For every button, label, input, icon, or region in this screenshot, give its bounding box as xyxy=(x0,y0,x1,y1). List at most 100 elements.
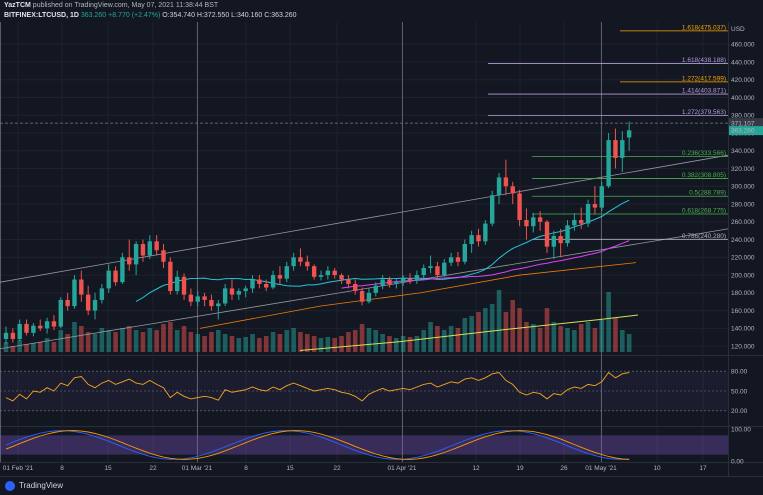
publish-info: YazTCM published on TradingView.com, May… xyxy=(4,1,218,10)
symbol-label[interactable]: BITFINEX:LTCUSD, 1D xyxy=(4,12,79,19)
candle-body xyxy=(44,321,50,329)
volume-bar xyxy=(483,308,488,352)
candle-body xyxy=(250,279,255,289)
volume-bar xyxy=(58,330,64,352)
candle-body xyxy=(524,220,529,227)
price-tick-label: 400.000 xyxy=(731,95,755,102)
time-axis-label: 15 xyxy=(286,465,294,472)
volume-bar xyxy=(174,330,180,352)
stoch-axis-label: 0.00 xyxy=(731,458,744,465)
volume-bar xyxy=(188,332,194,352)
price-tick-label: 160.000 xyxy=(731,308,755,315)
time-axis-label: 19 xyxy=(516,465,524,472)
volume-bar xyxy=(606,292,611,352)
candle-body xyxy=(572,220,577,226)
author-name[interactable]: YazTCM xyxy=(4,2,31,9)
volume-bar xyxy=(202,336,207,352)
volume-bar xyxy=(168,322,173,352)
candle-body xyxy=(127,257,132,265)
candle-body xyxy=(311,266,317,277)
stoch-k-line xyxy=(5,430,630,460)
volume-bar xyxy=(400,336,406,352)
candle-body xyxy=(305,261,310,267)
rsi-line xyxy=(5,371,630,402)
ohlc-values: O:354.740 H:372.550 L:340.160 C:363.260 xyxy=(162,12,297,19)
candle-body xyxy=(161,250,166,262)
candle-body xyxy=(202,296,207,300)
candle-body xyxy=(270,275,276,288)
volume-bar xyxy=(236,338,242,352)
volume-bar xyxy=(572,330,577,352)
candle-body xyxy=(421,267,426,276)
volume-bar xyxy=(270,332,276,352)
time-axis-label: 8 xyxy=(60,465,64,472)
volume-bar xyxy=(291,328,296,352)
time-axis-label: 26 xyxy=(560,465,568,472)
published-text: published on TradingView.com, May 07, 20… xyxy=(32,2,219,9)
ma-200-line xyxy=(199,262,637,329)
tradingview-brand[interactable]: TradingView xyxy=(19,481,64,490)
volume-bar xyxy=(544,308,550,352)
candle-body xyxy=(17,323,22,340)
candle-body xyxy=(51,321,57,327)
volume-bar xyxy=(613,318,618,352)
candle-body xyxy=(291,257,296,267)
price-tick-label: 380.000 xyxy=(731,113,755,120)
fib-level-label: 1.618(438.188) xyxy=(682,57,726,64)
price-tick-label: 340.000 xyxy=(731,148,755,155)
crosshair-price-label: 371.107 xyxy=(731,120,755,127)
candle-body xyxy=(284,266,289,279)
candle-body xyxy=(3,332,9,340)
volume-bar xyxy=(626,334,632,352)
time-axis-label: 8 xyxy=(244,465,248,472)
candle-body xyxy=(318,275,324,277)
volume-bar xyxy=(44,338,50,352)
volume-bar xyxy=(578,324,584,352)
candle-body xyxy=(599,186,604,208)
price-tick-label: 280.000 xyxy=(731,201,755,208)
volume-bar xyxy=(524,322,529,352)
volume-bar xyxy=(373,330,379,352)
candle-body xyxy=(517,193,522,221)
candle-body xyxy=(448,257,454,263)
candle-body xyxy=(442,262,447,276)
volume-bar xyxy=(339,336,344,352)
volume-bar xyxy=(147,328,153,352)
fib-level-label: 1.414(403.871) xyxy=(682,88,726,95)
candle-body xyxy=(400,278,406,283)
candle-body xyxy=(551,236,557,247)
volume-bar xyxy=(99,328,105,352)
time-axis-label: 15 xyxy=(104,465,112,472)
candle-body xyxy=(79,279,84,295)
candle-body xyxy=(565,225,570,244)
candle-body xyxy=(209,299,214,307)
volume-bar xyxy=(489,304,495,352)
volume-bar xyxy=(448,326,454,352)
volume-bar xyxy=(359,324,365,352)
volume-bar xyxy=(510,300,516,352)
candle-body xyxy=(613,140,618,158)
candle-body xyxy=(353,283,358,292)
volume-bar xyxy=(277,334,283,352)
fib-level-label: 0.618(268.775) xyxy=(682,208,726,215)
candle-body xyxy=(579,220,584,224)
candle-body xyxy=(537,217,543,222)
volume-bar xyxy=(133,330,139,352)
candle-body xyxy=(435,266,440,276)
candle-body xyxy=(120,257,125,283)
tradingview-logo-icon xyxy=(5,481,15,491)
rsi-axis-label: 20.00 xyxy=(731,408,748,415)
candle-body xyxy=(65,299,70,307)
time-axis-label: 01 Mar '21 xyxy=(182,465,213,472)
last-price-label: 363.260 xyxy=(731,128,755,135)
candle-body xyxy=(455,257,461,262)
candle-body xyxy=(407,278,413,281)
volume-bar xyxy=(126,326,132,352)
candle-body xyxy=(257,279,262,284)
volume-bar xyxy=(496,290,502,352)
volume-bar xyxy=(120,328,125,352)
volume-bar xyxy=(51,342,57,352)
candle-body xyxy=(140,244,146,256)
